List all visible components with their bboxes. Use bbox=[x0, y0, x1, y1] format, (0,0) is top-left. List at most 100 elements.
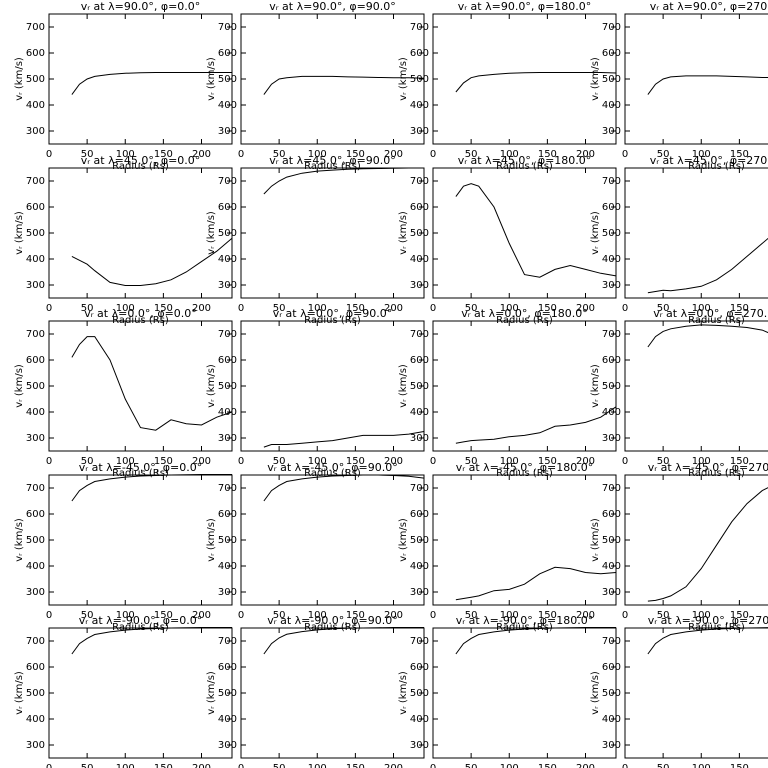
chart-title: vᵣ at λ=90.0°, φ=90.0° bbox=[269, 0, 396, 13]
x-tick-label: 0 bbox=[430, 149, 436, 160]
y-tick-label: 400 bbox=[218, 407, 237, 418]
x-tick-label: 50 bbox=[657, 149, 670, 160]
y-tick-label: 400 bbox=[26, 561, 45, 572]
x-tick-label: 200 bbox=[576, 763, 595, 768]
y-tick-label: 500 bbox=[410, 74, 429, 85]
y-tick-label: 300 bbox=[218, 126, 237, 137]
panel: vᵣ at λ=0.0°, φ=90.0° Radius (Rs) vᵣ (km/s… bbox=[206, 307, 425, 479]
chart-title: vᵣ at λ=45.0°, φ=0.0° bbox=[81, 154, 201, 167]
x-axis-label: Radius (Rs) bbox=[688, 161, 745, 172]
panel: vᵣ at λ=-45.0°, φ=180.0°Radius (Rs) vᵣ (k… bbox=[398, 461, 617, 633]
plot-frame bbox=[240, 320, 425, 452]
plot-frame bbox=[624, 167, 768, 299]
y-axis-label: vᵣ (km/s) bbox=[206, 57, 217, 101]
y-axis-label: vᵣ (km/s) bbox=[206, 211, 217, 255]
x-tick-label: 100 bbox=[116, 763, 135, 768]
y-axis-label: vᵣ (km/s) bbox=[14, 57, 25, 101]
x-tick-label: 150 bbox=[730, 763, 749, 768]
data-line bbox=[263, 75, 425, 95]
y-tick-label: 600 bbox=[218, 662, 237, 673]
data-line bbox=[263, 626, 424, 655]
x-tick-label: 0 bbox=[622, 456, 628, 467]
y-tick-label: 400 bbox=[218, 714, 237, 725]
x-tick-label: 50 bbox=[657, 456, 670, 467]
x-tick-label: 200 bbox=[384, 149, 403, 160]
y-tick-label: 500 bbox=[26, 535, 45, 546]
y-tick-label: 300 bbox=[602, 587, 621, 598]
plot-frame bbox=[624, 474, 768, 606]
y-tick-label: 600 bbox=[410, 509, 429, 520]
x-tick-label: 100 bbox=[116, 303, 135, 314]
x-tick-label: 100 bbox=[308, 303, 327, 314]
y-tick-label: 500 bbox=[218, 74, 237, 85]
y-tick-label: 700 bbox=[26, 176, 45, 187]
x-tick-label: 100 bbox=[500, 303, 519, 314]
chart-title: vᵣ at λ=-90.0°, φ=90.0° bbox=[267, 614, 398, 627]
y-tick-label: 700 bbox=[410, 483, 429, 494]
panel: vᵣ at λ=0.0°, φ=0.0° Radius (Rs) vᵣ (km/s)… bbox=[14, 307, 233, 479]
y-tick-label: 500 bbox=[602, 228, 621, 239]
chart-title: vᵣ at λ=-45.0°, φ=0.0° bbox=[79, 461, 203, 474]
x-tick-label: 50 bbox=[81, 763, 94, 768]
x-tick-label: 0 bbox=[238, 303, 244, 314]
data-line bbox=[455, 626, 616, 655]
y-axis-label: vᵣ (km/s) bbox=[590, 211, 601, 255]
x-tick-label: 0 bbox=[622, 610, 628, 621]
chart-title: vᵣ at λ=-90.0°, φ=270.0° bbox=[648, 614, 768, 627]
y-axis-label: vᵣ (km/s) bbox=[206, 364, 217, 408]
x-axis-label: Radius (Rs) bbox=[304, 161, 361, 172]
data-line bbox=[71, 237, 233, 287]
x-tick-label: 50 bbox=[81, 303, 94, 314]
y-tick-label: 700 bbox=[602, 329, 621, 340]
chart-title: vᵣ at λ=45.0°, φ=180.0° bbox=[458, 154, 592, 167]
x-tick-label: 200 bbox=[576, 303, 595, 314]
y-tick-label: 600 bbox=[26, 202, 45, 213]
x-tick-label: 0 bbox=[238, 149, 244, 160]
panel: vᵣ at λ=-45.0°, φ=270.0°Radius (Rs) vᵣ (k… bbox=[590, 461, 768, 633]
y-tick-label: 700 bbox=[26, 329, 45, 340]
y-tick-label: 600 bbox=[218, 202, 237, 213]
y-axis-label: vᵣ (km/s) bbox=[398, 211, 409, 255]
data-line bbox=[71, 473, 232, 502]
y-axis-label: vᵣ (km/s) bbox=[14, 364, 25, 408]
y-axis-label: vᵣ (km/s) bbox=[14, 518, 25, 562]
chart-title: vᵣ at λ=90.0°, φ=270.0° bbox=[650, 0, 768, 13]
y-tick-label: 500 bbox=[218, 381, 237, 392]
y-tick-label: 500 bbox=[26, 74, 45, 85]
x-tick-label: 0 bbox=[622, 303, 628, 314]
y-tick-label: 400 bbox=[26, 100, 45, 111]
x-tick-label: 100 bbox=[500, 610, 519, 621]
y-axis-label: vᵣ (km/s) bbox=[14, 671, 25, 715]
panel: vᵣ at λ=45.0°, φ=270.0°Radius (Rs) vᵣ (km… bbox=[590, 154, 768, 326]
x-tick-label: 0 bbox=[46, 303, 52, 314]
panel: vᵣ at λ=45.0°, φ=90.0°Radius (Rs) vᵣ (km/… bbox=[206, 154, 425, 326]
x-axis-label: Radius (Rs) bbox=[112, 468, 169, 479]
y-tick-label: 300 bbox=[26, 433, 45, 444]
y-tick-label: 700 bbox=[602, 483, 621, 494]
y-axis-label: vᵣ (km/s) bbox=[590, 57, 601, 101]
chart-title: vᵣ at λ=-45.0°, φ=90.0° bbox=[267, 461, 398, 474]
y-tick-label: 500 bbox=[26, 381, 45, 392]
x-tick-label: 100 bbox=[500, 456, 519, 467]
y-tick-label: 500 bbox=[218, 688, 237, 699]
panel: vᵣ at λ=90.0°, φ=270.0° Radius (Rs) vᵣ (km… bbox=[590, 0, 768, 172]
x-tick-label: 150 bbox=[346, 610, 365, 621]
x-tick-label: 0 bbox=[430, 610, 436, 621]
y-tick-label: 600 bbox=[602, 202, 621, 213]
x-tick-label: 100 bbox=[692, 303, 711, 314]
y-tick-label: 300 bbox=[218, 740, 237, 751]
x-tick-label: 150 bbox=[154, 610, 173, 621]
x-tick-label: 150 bbox=[538, 456, 557, 467]
x-tick-label: 50 bbox=[273, 149, 286, 160]
panel: vᵣ at λ=0.0°, φ=180.0° Radius (Rs) vᵣ (km/… bbox=[398, 307, 617, 479]
x-tick-label: 50 bbox=[273, 610, 286, 621]
panel: vᵣ at λ=-90.0°, φ=270.0°Radius (Rs)vᵣ (k… bbox=[590, 614, 768, 768]
y-tick-label: 600 bbox=[218, 48, 237, 59]
y-tick-label: 600 bbox=[26, 509, 45, 520]
x-axis-label: Radius (Rs) bbox=[304, 468, 361, 479]
y-tick-label: 300 bbox=[602, 433, 621, 444]
x-tick-label: 100 bbox=[692, 149, 711, 160]
x-tick-label: 0 bbox=[46, 610, 52, 621]
plot-frame bbox=[624, 13, 768, 145]
x-tick-label: 150 bbox=[346, 763, 365, 768]
